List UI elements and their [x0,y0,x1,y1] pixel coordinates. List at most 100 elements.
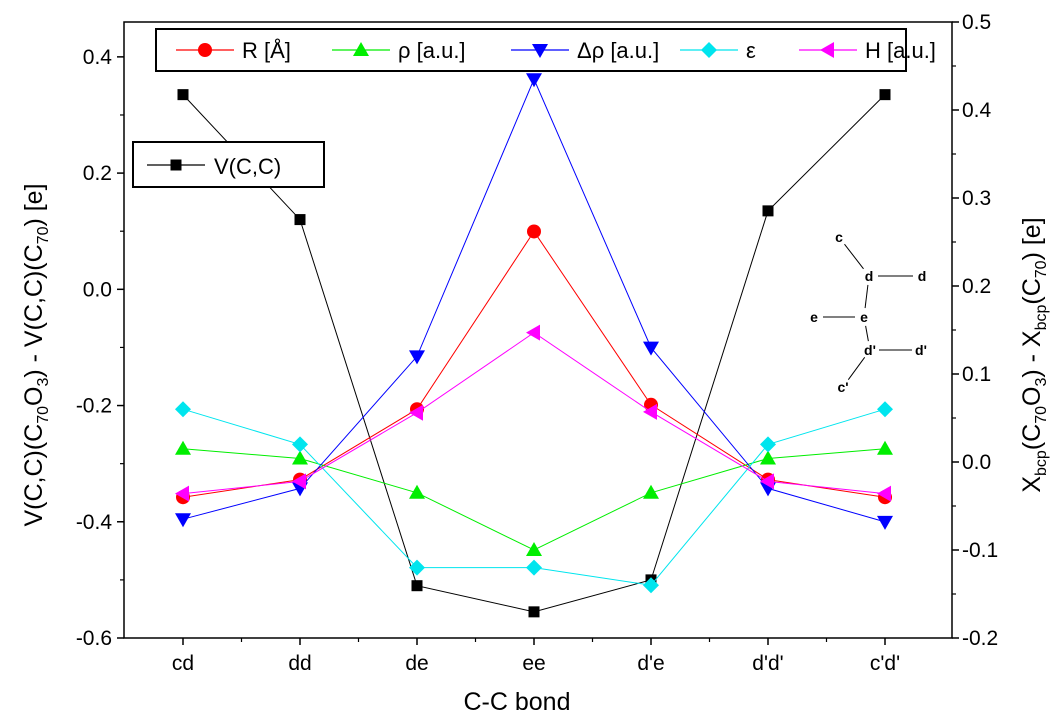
left-tick-label: -0.2 [76,395,112,418]
data-point [175,401,191,418]
left-tick-label: -0.6 [76,627,112,650]
x-axis-title: C-C bond [464,688,571,716]
data-point [526,542,542,556]
title-text: ) [e] [20,183,48,226]
data-point [643,341,659,356]
x-tick-label: de [405,652,428,675]
molecule-inset: c d d e e d' d' c' [810,229,927,395]
data-point [526,73,542,88]
legend-marker [170,159,182,171]
legend-marker [532,44,548,58]
data-point [177,89,189,101]
data-point [877,401,893,418]
x-tick-label: ee [522,652,545,675]
series-line [182,448,886,551]
data-point [643,577,659,594]
atom-label: c' [837,379,848,395]
left-tick-label: 0.0 [83,278,112,301]
data-point [292,436,308,453]
title-text: (C [1018,278,1046,304]
atom-label: d [865,268,874,284]
data-point [526,559,542,576]
data-point [175,485,189,502]
x-tick-label: d'e [637,652,664,675]
data-point [175,513,191,528]
title-subscript: 70 [35,226,52,244]
title-subscript: 70 [1033,406,1050,424]
data-point [292,473,306,490]
x-tick-label: c'd' [870,652,900,675]
bond-line [847,356,866,381]
right-tick-label: -0.1 [962,539,998,562]
title-text: O [1018,387,1046,406]
x-tick-label: d'd' [752,652,783,675]
title-text: (C [1018,424,1046,450]
legend-marker [820,42,834,58]
series-h-a-u [175,324,891,502]
right-tick-label: 0.1 [962,363,991,386]
series-line [182,408,886,586]
data-point [409,350,425,365]
data-point [409,559,425,576]
data-point [411,580,423,592]
data-point [760,473,774,490]
series-layer [175,73,893,618]
data-point [877,440,893,455]
title-subscript: 70 [35,406,52,424]
title-text: ) [e] [1018,217,1046,260]
data-point [760,436,776,453]
data-point [879,89,891,101]
title-subscript: bcp [1033,450,1050,476]
atom-label: d' [864,342,876,358]
legend-label: ρ [a.u.] [398,38,466,63]
right-axis-ticks: -0.2 -0.1 0.0 0.1 0.2 0.3 0.4 0.5 [952,11,998,650]
data-point [526,324,540,341]
bond-line [844,243,864,270]
right-axis-title: Xbcp(C70O3) - Xbcp(C70) [e] [1018,217,1050,492]
title-text: ) - V(C,C)(C [20,244,48,377]
right-tick-label: -0.2 [962,627,998,650]
data-point [528,606,540,618]
title-subscript: bcp [1033,305,1050,331]
legend-marker [198,43,212,57]
series-a-u [175,73,893,530]
data-point [527,224,541,239]
data-point [175,440,191,455]
legend-left: V(C,C) [132,141,325,188]
data-point [643,403,657,420]
data-point [760,450,776,465]
left-tick-label: 0.4 [83,46,113,69]
right-tick-label: 0.0 [962,451,991,474]
legend-label: V(C,C) [214,154,281,179]
series-r [176,224,892,505]
bond-line [865,325,869,342]
atom-label: e [860,309,868,325]
data-point [292,450,308,465]
right-tick-label: 0.5 [962,11,991,34]
legend-top: R [Å] ρ [a.u.] Δρ [a.u.] ε H [a.u.] [155,28,936,72]
series-line [182,332,886,495]
data-point [409,404,423,421]
data-point [877,485,891,502]
title-text: V(C,C)(C [20,424,48,527]
x-axis-ticks: cd dd de ee d'e d'd' c'd' [172,638,900,675]
title-text: O [20,387,48,406]
data-point [643,484,659,499]
data-point [294,214,306,226]
title-subscript: 3 [1033,378,1050,387]
title-subscript: 70 [1033,260,1050,278]
bond-line [864,284,869,309]
series-a-u [175,440,893,556]
legend-label: H [a.u.] [865,38,936,63]
title-subscript: 3 [35,378,52,387]
right-tick-label: 0.2 [962,275,991,298]
x-tick-label: cd [172,652,194,675]
title-text: X [1018,476,1046,493]
left-axis-ticks: -0.6 -0.4 -0.2 0.0 0.2 0.4 [76,46,124,650]
left-axis-title: V(C,C)(C70O3) - V(C,C)(C70) [e] [20,183,52,526]
title-text: ) - X [1018,330,1046,378]
legend-marker [353,42,369,56]
atom-label: c [835,229,843,245]
atom-label: e [810,309,818,325]
